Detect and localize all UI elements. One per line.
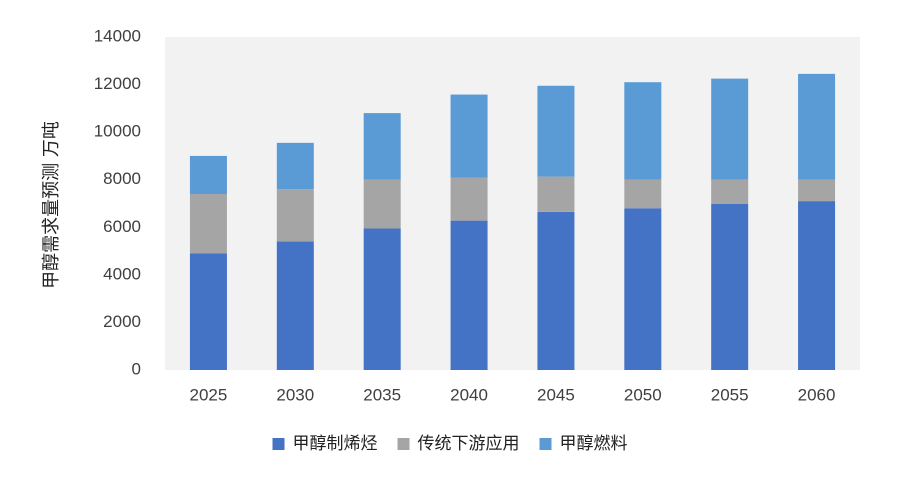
x-tick-label: 2025 <box>190 385 228 404</box>
legend: 甲醇制烯烃 传统下游应用 甲醇燃料 <box>272 434 628 454</box>
y-tick-label: 12000 <box>94 74 141 93</box>
bar-segment-series-2-2045 <box>537 85 575 177</box>
x-tick-label: 2060 <box>798 385 836 404</box>
bar-segment-series-1-2035 <box>363 179 401 229</box>
bar-segment-series-1-2045 <box>537 176 575 212</box>
legend-label-1: 传统下游应用 <box>418 434 520 454</box>
legend-swatch-0 <box>272 438 285 450</box>
bar-segment-series-0-2060 <box>798 201 836 370</box>
bar-segment-series-0-2035 <box>363 228 401 370</box>
bar-segment-series-1-2055 <box>711 179 749 204</box>
bar-segment-series-1-2050 <box>624 179 662 209</box>
x-tick-label: 2035 <box>363 385 401 404</box>
bar-segment-series-2-2035 <box>363 113 401 180</box>
legend-label-0: 甲醇制烯烃 <box>293 434 378 454</box>
y-tick-label: 14000 <box>94 26 141 45</box>
y-tick-label: 6000 <box>103 217 141 236</box>
y-tick-label: 8000 <box>103 169 141 188</box>
y-axis-ticks: 0 2000 4000 6000 8000 10000 12000 14000 <box>94 26 141 378</box>
bar-segment-series-2-2040 <box>450 94 488 178</box>
y-axis-label: 甲醇需求量预测 万吨 <box>41 121 62 289</box>
bar-segment-series-0-2055 <box>711 203 749 370</box>
y-tick-label: 4000 <box>103 264 141 283</box>
x-axis-ticks: 2025 2030 2035 2040 2045 2050 2055 2060 <box>190 385 836 404</box>
y-tick-label: 0 <box>132 359 141 378</box>
bar-segment-series-0-2045 <box>537 211 575 370</box>
bar-segment-series-2-2030 <box>276 142 314 190</box>
plot-area <box>165 37 860 370</box>
x-tick-label: 2055 <box>711 385 749 404</box>
legend-swatch-2 <box>539 438 552 450</box>
bars <box>189 73 836 370</box>
bar-segment-series-0-2050 <box>624 208 662 370</box>
bar-segment-series-1-2025 <box>189 193 227 254</box>
x-tick-label: 2030 <box>276 385 314 404</box>
legend-label-2: 甲醇燃料 <box>560 434 628 454</box>
x-tick-label: 2040 <box>450 385 488 404</box>
x-tick-label: 2050 <box>624 385 662 404</box>
bar-segment-series-1-2040 <box>450 177 488 221</box>
bar-segment-series-1-2060 <box>798 179 836 202</box>
y-tick-label: 10000 <box>94 122 141 141</box>
legend-swatch-1 <box>397 438 410 450</box>
x-tick-label: 2045 <box>537 385 575 404</box>
bar-segment-series-0-2030 <box>276 241 314 370</box>
bar-segment-series-2-2050 <box>624 82 662 180</box>
bar-segment-series-0-2025 <box>189 253 227 370</box>
bar-segment-series-2-2025 <box>189 155 227 194</box>
y-tick-label: 2000 <box>103 312 141 331</box>
bar-segment-series-2-2055 <box>711 78 749 180</box>
bar-segment-series-0-2040 <box>450 220 488 370</box>
bar-segment-series-2-2060 <box>798 73 836 180</box>
bar-segment-series-1-2030 <box>276 189 314 242</box>
